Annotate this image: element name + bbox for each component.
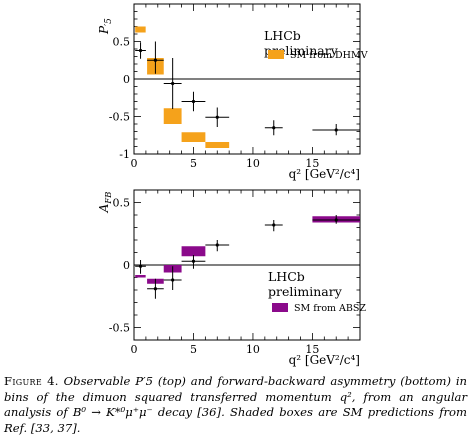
y-axis-label: AFB	[97, 192, 114, 214]
data-marker	[138, 48, 143, 53]
caption-text: Observable P′5 (top) and forward-backwar…	[4, 374, 468, 435]
data-marker	[171, 81, 175, 86]
legend-sm-label: SM from ABSZ	[294, 303, 366, 314]
data-point	[264, 120, 283, 136]
x-tick-label: 5	[190, 343, 197, 356]
data-marker	[334, 128, 338, 132]
legend-lhcb: LHCb	[264, 28, 301, 43]
y-tick-label: 0	[123, 73, 130, 86]
data-point	[312, 124, 360, 136]
data-marker	[138, 264, 143, 268]
data-marker	[171, 278, 175, 282]
data-point	[147, 278, 164, 299]
x-tick-label: 0	[131, 157, 138, 170]
data-marker	[334, 218, 338, 222]
data-point	[163, 58, 182, 109]
data-marker	[272, 126, 276, 130]
sm-prediction-box	[163, 108, 182, 124]
data-point	[312, 215, 360, 224]
y-tick-label: 0	[123, 259, 130, 272]
caption-label: Figure 4.	[4, 374, 59, 388]
data-marker	[153, 58, 158, 62]
data-point	[163, 266, 182, 290]
x-tick-label: 10	[246, 157, 260, 170]
x-axis-label: q² [GeV²/c⁴]	[289, 353, 360, 367]
x-tick-label: 10	[246, 343, 260, 356]
data-marker	[215, 243, 219, 247]
x-tick-label: 5	[190, 157, 197, 170]
legend-preliminary: preliminary	[268, 284, 343, 299]
sm-prediction-box	[181, 132, 206, 142]
y-tick-label: -0.5	[109, 111, 130, 124]
y-tick-label: 0.5	[113, 36, 131, 49]
y-tick-label: -0.5	[109, 322, 130, 335]
sm-prediction-box	[181, 246, 206, 257]
y-axis-label: P′5	[97, 18, 114, 35]
legend-sm-label: SM from DHMV	[290, 50, 368, 61]
data-marker	[191, 99, 196, 104]
legend-lhcb: LHCb	[268, 269, 305, 284]
data-point	[135, 42, 146, 59]
data-point	[147, 41, 164, 74]
data-marker	[272, 223, 276, 227]
x-tick-label: 0	[131, 343, 138, 356]
legend-swatch	[268, 50, 284, 59]
x-tick-label: 15	[305, 157, 319, 170]
data-point	[135, 260, 146, 274]
sm-prediction-box	[205, 142, 230, 148]
data-point	[181, 255, 206, 269]
data-point	[205, 107, 230, 127]
x-axis-label: q² [GeV²/c⁴]	[289, 167, 360, 181]
data-point	[205, 240, 230, 252]
data-marker	[215, 115, 219, 119]
legend-swatch	[272, 303, 288, 312]
y-tick-label: 0.5	[113, 197, 131, 210]
x-tick-label: 15	[305, 343, 319, 356]
sm-prediction-box	[135, 275, 146, 278]
data-point	[181, 91, 206, 112]
figure-caption: Figure 4. Observable P′5 (top) and forwa…	[4, 374, 467, 436]
y-tick-label: -1	[119, 148, 130, 161]
sm-prediction-box	[135, 26, 146, 33]
data-point	[264, 220, 283, 232]
data-marker	[191, 259, 196, 263]
data-marker	[153, 287, 158, 291]
